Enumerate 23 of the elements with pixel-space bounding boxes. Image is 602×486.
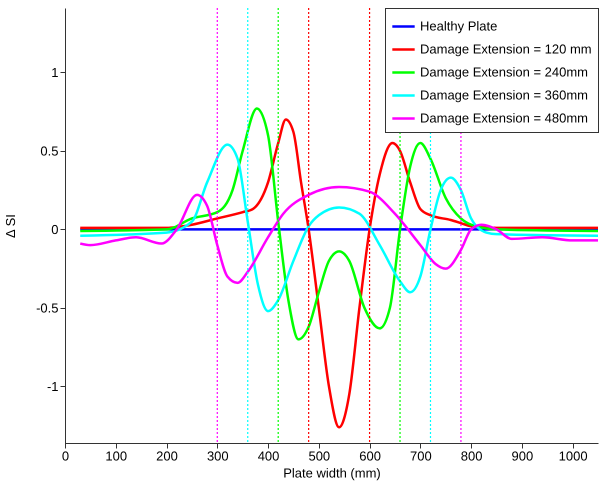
y-tick-label: 1 (51, 64, 58, 80)
x-tick-label: 300 (206, 448, 229, 464)
legend-label: Damage Extension = 120 mm (420, 42, 592, 56)
x-tick-label: 700 (410, 448, 432, 464)
x-axis-title: Plate width (mm) (283, 466, 381, 480)
x-tick-label: 100 (105, 448, 128, 464)
y-tick-label: -1 (46, 378, 58, 394)
y-tick-label: -0.5 (36, 300, 58, 316)
x-tick-label: 200 (156, 448, 178, 464)
y-tick-label: 0 (51, 222, 58, 237)
x-tick-label: 600 (359, 448, 381, 464)
x-tick-label: 500 (308, 448, 330, 464)
y-tick-label: 0.5 (40, 143, 58, 158)
y-axis-title: Δ SI (3, 214, 18, 238)
x-tick-label: 800 (460, 448, 482, 464)
legend-label: Healthy Plate (420, 18, 498, 34)
legend-label: Damage Extension = 360mm (420, 88, 588, 102)
x-tick-label: 0 (62, 448, 70, 464)
legend-label: Damage Extension = 480mm (420, 110, 588, 126)
x-tick-label: 400 (258, 448, 280, 464)
x-tick-label: 900 (512, 448, 534, 464)
x-tick-label: 1000 (558, 448, 588, 464)
legend-label: Damage Extension = 240mm (420, 64, 588, 80)
